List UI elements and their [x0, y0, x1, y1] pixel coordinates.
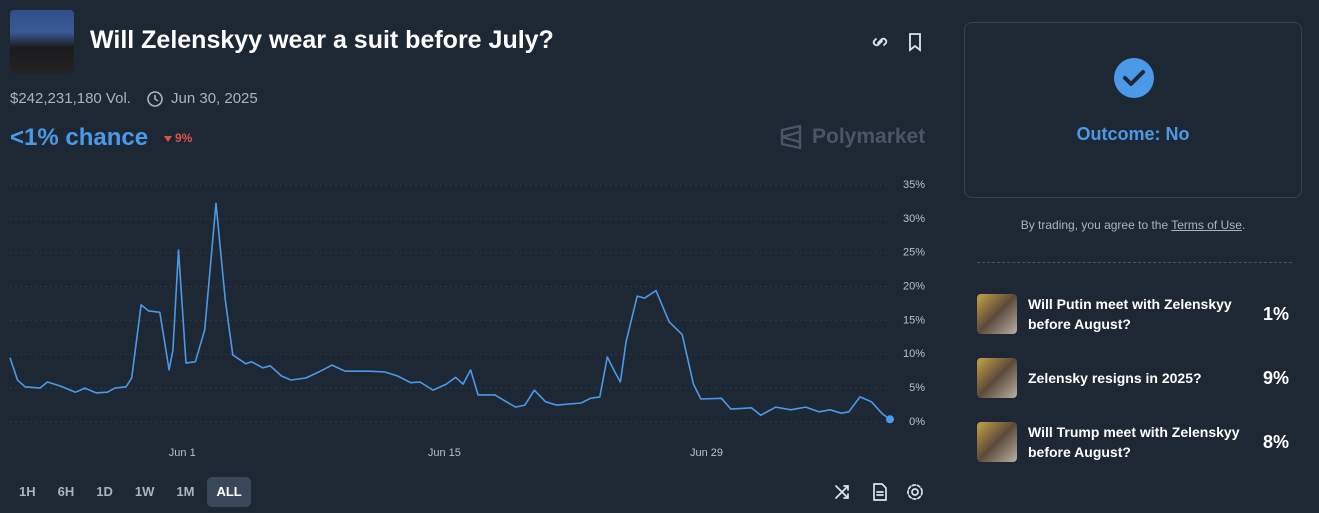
chart-tools[interactable] — [834, 482, 926, 502]
market-image — [10, 10, 74, 73]
range-button[interactable]: ALL — [207, 477, 251, 507]
y-tick-label: 10% — [903, 348, 925, 360]
y-tick-label: 0% — [909, 416, 925, 428]
related-chance: 1% — [1262, 303, 1289, 324]
y-tick-label: 35% — [903, 179, 925, 191]
x-tick-label: Jun 29 — [690, 447, 723, 459]
related-title: Will Putin meet with Zelenskyy before Au… — [1028, 296, 1232, 332]
range-button[interactable]: 6H — [57, 484, 75, 499]
brand: Polymarket — [812, 125, 926, 148]
x-tick-label: Jun 15 — [428, 447, 461, 459]
separator — [977, 262, 1292, 263]
terms: By trading, you agree to the Terms of Us… — [964, 218, 1302, 232]
y-tick-label: 30% — [903, 213, 925, 225]
market-title: Will Zelenskyy wear a suit before July? — [90, 26, 554, 54]
related-title: Zelensky resigns in 2025? — [1028, 370, 1202, 386]
check-icon — [1114, 58, 1154, 98]
brand-logo — [780, 124, 802, 150]
y-tick-label: 15% — [903, 314, 925, 326]
outcome-panel — [964, 22, 1302, 198]
related-market[interactable]: Will Trump meet with Zelenskyy before Au… — [977, 422, 1292, 462]
y-tick-label: 5% — [909, 382, 925, 394]
related-chance: 9% — [1262, 367, 1289, 388]
header-icons[interactable] — [870, 31, 930, 53]
related-image — [977, 358, 1017, 398]
x-tick-label: Jun 1 — [169, 447, 196, 459]
range-button[interactable]: 1W — [134, 484, 155, 499]
terms-link[interactable]: Terms of Use — [1171, 218, 1242, 232]
outcome: Outcome: No — [1076, 124, 1190, 144]
range-button[interactable]: 1D — [96, 484, 113, 499]
related-chance: 8% — [1262, 431, 1289, 452]
related-title: Will Trump meet with Zelenskyy before Au… — [1028, 424, 1240, 460]
terms-prefix: By trading, you agree to the — [1020, 218, 1172, 232]
range-buttons: 1H 6H 1D 1W 1M ALL — [10, 477, 251, 507]
chart: 0% 5% 10% 15% 20% 25% 30% 35% Jun 1 Jun 15 Jun 29 — [9, 179, 925, 459]
range-button[interactable]: 1M — [176, 484, 195, 499]
y-tick-label: 20% — [903, 280, 925, 292]
price-line — [9, 202, 891, 420]
related-market[interactable]: Zelensky resigns in 2025? 9% — [977, 358, 1292, 398]
end-date: Jun 30, 2025 — [171, 90, 258, 107]
y-tick-label: 25% — [903, 247, 925, 259]
related-image — [977, 294, 1017, 334]
last-point — [886, 415, 894, 424]
down-arrow — [164, 136, 172, 142]
terms-suffix: . — [1241, 218, 1246, 232]
change: 9% — [175, 131, 193, 145]
volume: $242,231,180 Vol. — [10, 90, 131, 107]
range-button[interactable]: 1H — [19, 484, 36, 499]
related-market[interactable]: Will Putin meet with Zelenskyy before Au… — [977, 294, 1292, 334]
chance: <1% chance — [10, 124, 149, 151]
related-image — [977, 422, 1017, 462]
clock-icon — [147, 91, 163, 107]
